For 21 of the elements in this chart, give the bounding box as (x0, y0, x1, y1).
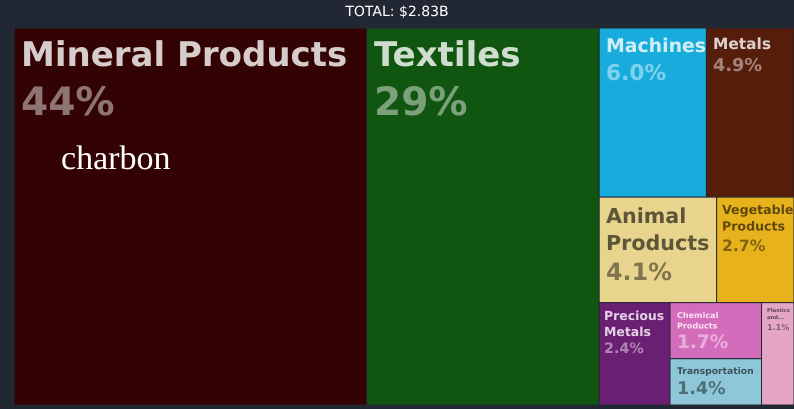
data-label: 1.7% (677, 332, 728, 353)
category-label: Animal Products (606, 204, 710, 255)
text: charbon (61, 140, 171, 177)
category-label: Textiles (374, 35, 521, 75)
data-label: 6.0% (606, 61, 666, 86)
category-label: Transportation (677, 366, 754, 377)
data-label: 44% (21, 80, 115, 125)
text: TOTAL: $2.83B (344, 4, 449, 20)
category-label: Metals (713, 35, 771, 53)
data-label: 2.4% (604, 341, 644, 357)
data-label: 1.4% (677, 379, 726, 399)
data-label: 29% (374, 80, 468, 125)
data-label: 1.1% (767, 323, 790, 332)
category-label: Mineral Products (21, 35, 348, 75)
category-label: Precious Metals (604, 308, 664, 340)
data-label: 4.9% (713, 56, 762, 76)
data-label: 4.1% (606, 258, 672, 286)
data-label: 2.7% (722, 236, 766, 255)
category-label: Machines (606, 35, 706, 57)
category-label: Vegetable Products (722, 202, 794, 234)
category-label: Chemical Products (677, 310, 719, 331)
